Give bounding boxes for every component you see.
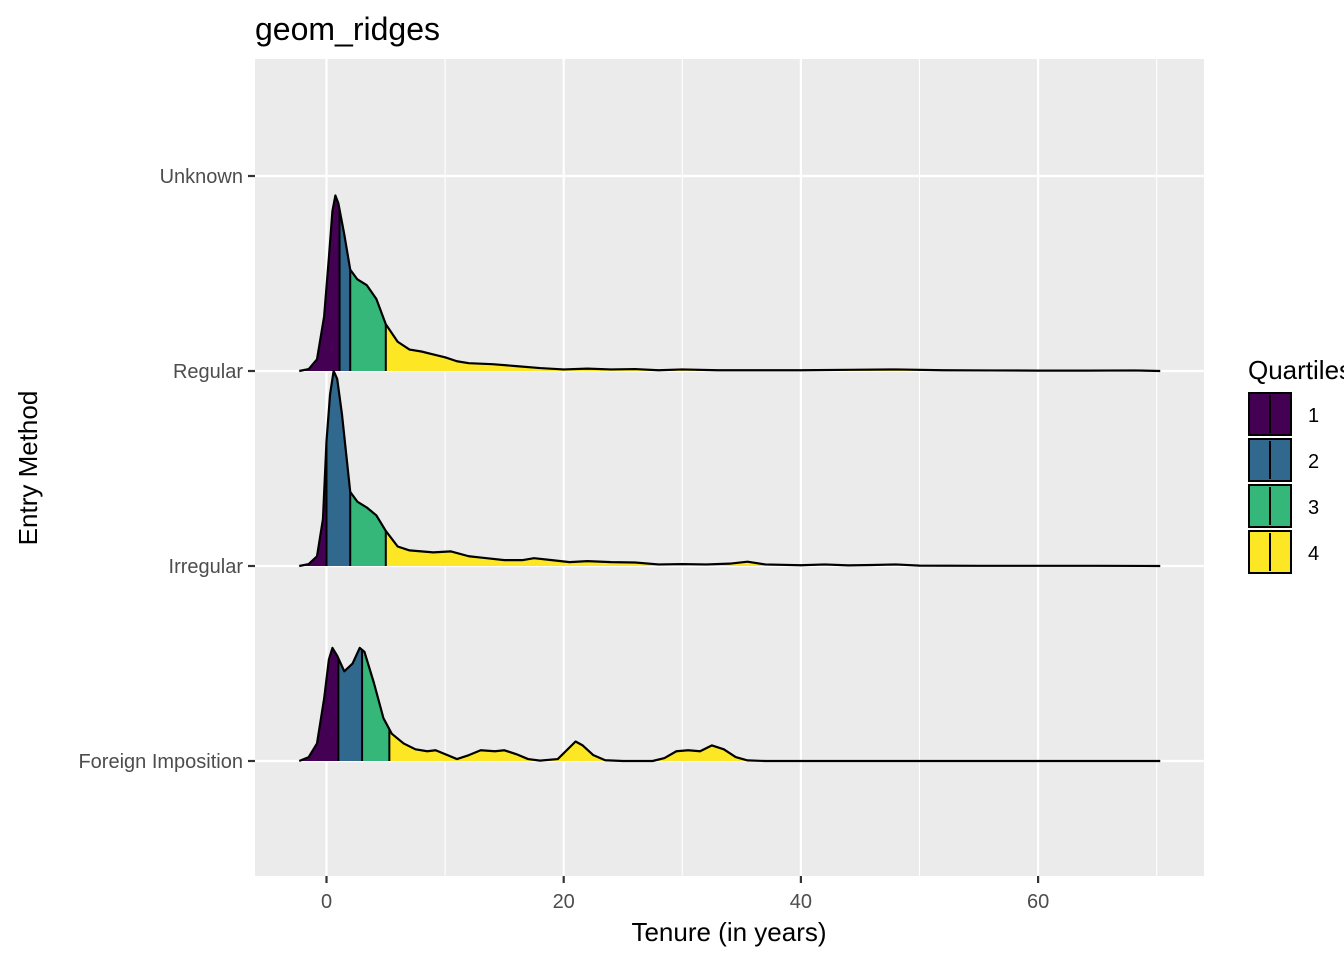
quartile-4-area	[385, 324, 1161, 371]
y-axis: Foreign Imposition Irregular Regular Unknow…	[78, 166, 255, 773]
x-tick-label: 20	[553, 891, 575, 913]
y-tick-label: Unknown	[160, 166, 243, 188]
minor-gridlines	[444, 59, 1158, 876]
quartile-1-area	[299, 195, 340, 371]
quartile-2-area	[326, 371, 351, 566]
legend-label: 2	[1308, 451, 1319, 473]
density-outline	[298, 646, 1161, 763]
ridges	[298, 194, 1161, 763]
quartile-2-area	[338, 647, 363, 761]
x-axis: 0 20 40 60	[321, 876, 1049, 913]
legend-key-2: 2	[1248, 438, 1319, 482]
quartile-2-area	[339, 209, 351, 371]
quartile-1-area	[299, 647, 339, 761]
y-tick-label: Foreign Imposition	[78, 751, 243, 773]
legend-title: Quartiles	[1248, 355, 1344, 385]
legend-label: 4	[1308, 543, 1319, 565]
density-outline	[298, 194, 1161, 373]
ridge-irregular	[298, 369, 1161, 568]
y-tick-label: Irregular	[169, 556, 244, 578]
quartile-4-area	[389, 729, 1161, 761]
density-outline	[298, 369, 1161, 568]
quartile-3-area	[350, 491, 386, 566]
x-tick-label: 40	[790, 891, 812, 913]
quartile-3-area	[350, 269, 386, 371]
quartile-1-area	[299, 441, 327, 566]
quartile-3-area	[362, 649, 390, 761]
legend: Quartiles 1 2 3 4	[1248, 355, 1344, 574]
ridge-regular	[298, 194, 1161, 373]
chart-title: geom_ridges	[255, 11, 440, 47]
x-axis-title: Tenure (in years)	[631, 917, 826, 947]
legend-label: 3	[1308, 497, 1319, 519]
legend-label: 1	[1308, 405, 1319, 427]
x-tick-label: 60	[1027, 891, 1049, 913]
y-tick-label: Regular	[173, 361, 243, 383]
ridge-foreign-imposition	[298, 646, 1161, 763]
x-tick-label: 0	[321, 891, 332, 913]
y-axis-title: Entry Method	[13, 391, 43, 546]
legend-key-4: 4	[1248, 530, 1319, 574]
quartile-4-area	[385, 530, 1161, 566]
legend-key-1: 1	[1248, 392, 1319, 436]
plot-panel	[255, 59, 1204, 876]
legend-key-3: 3	[1248, 484, 1319, 528]
